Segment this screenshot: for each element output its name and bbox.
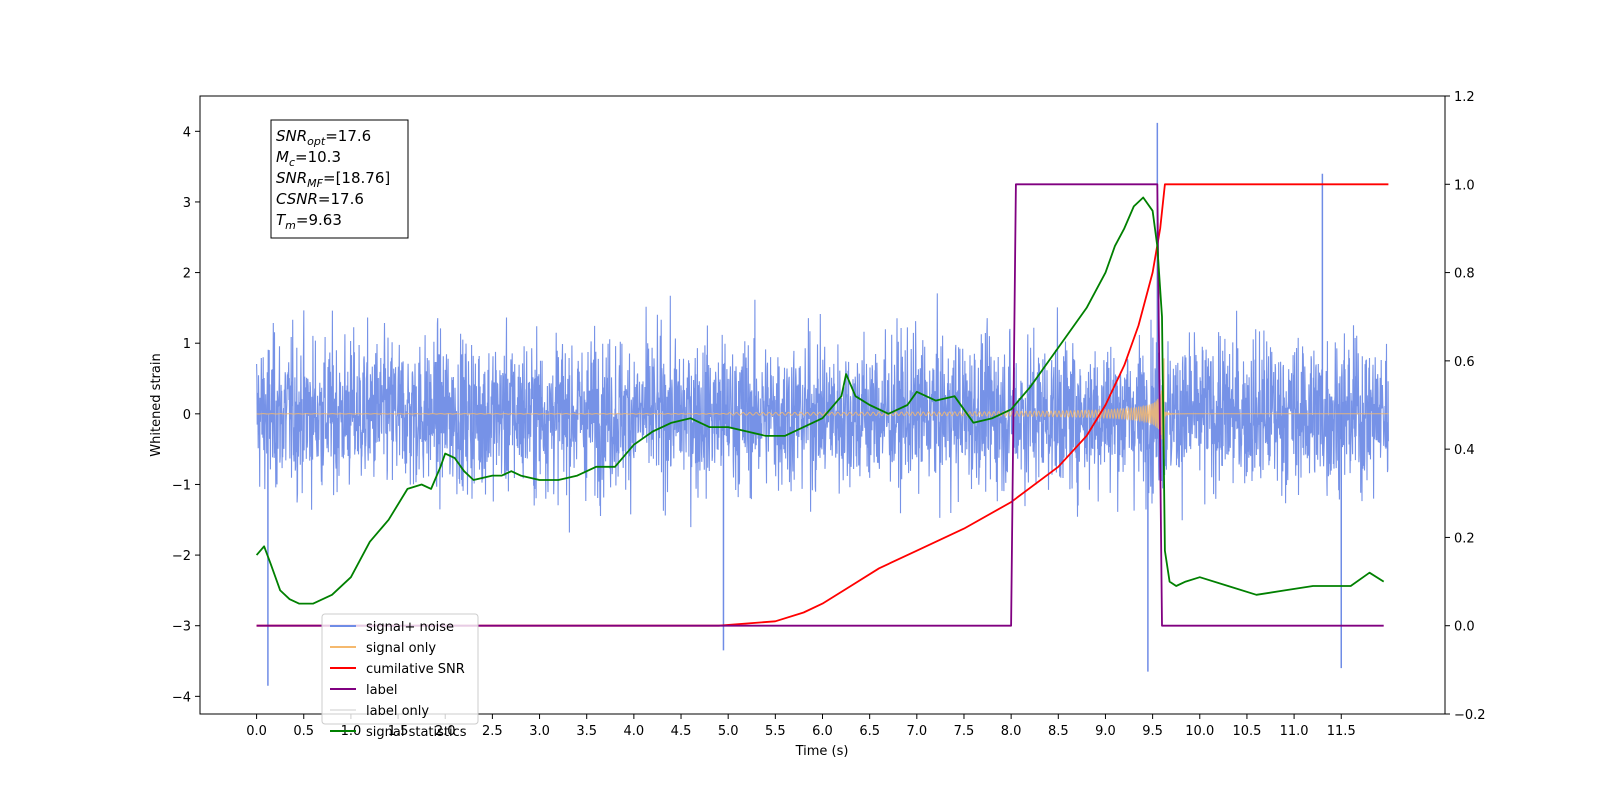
y-right-tick-label: 0.0: [1454, 620, 1475, 635]
x-tick-label: 0.0: [246, 724, 267, 739]
y-tick-label: 0: [183, 408, 191, 423]
x-tick-label: 9.0: [1095, 724, 1116, 739]
info-line-symbol: T: [276, 211, 287, 229]
y-right-tick-label: −0.2: [1454, 708, 1486, 723]
info-line-subscript: m: [285, 219, 296, 232]
series-label: [256, 183, 1384, 627]
info-line-symbol: M: [276, 148, 289, 166]
y-tick-label: −1: [172, 478, 191, 493]
x-tick-label: 8.5: [1048, 724, 1069, 739]
y-right-tick-label: 1.2: [1454, 90, 1475, 105]
x-tick-label: 9.5: [1142, 724, 1163, 739]
x-axis-label: Time (s): [795, 744, 849, 759]
x-tick-label: 3.5: [576, 724, 597, 739]
y-axis-left: 4 3 2 1 0 −1 −2 −3 −4: [172, 125, 200, 705]
info-line-value: =[18.76]: [323, 169, 390, 187]
x-tick-label: 3.0: [529, 724, 550, 739]
x-tick-label: 10.5: [1232, 724, 1261, 739]
x-tick-label: 10.0: [1185, 724, 1214, 739]
legend-entry: signal only: [366, 641, 436, 656]
x-tick-label: 0.5: [293, 724, 314, 739]
y-right-tick-label: 0.8: [1454, 267, 1475, 282]
info-box-frame: [270, 119, 409, 239]
y-tick-label: −2: [172, 549, 191, 564]
series-signal-statistics: [255, 196, 1385, 605]
series-layer: [255, 122, 1389, 686]
info-line: SNRopt=17.6: [276, 127, 371, 148]
info-line-symbol: CSNR: [276, 190, 318, 208]
info-line-symbol: SNR: [276, 127, 307, 145]
y-right-tick-label: 1.0: [1454, 178, 1475, 193]
legend-frame: [321, 613, 479, 725]
x-tick-label: 11.0: [1280, 724, 1309, 739]
x-tick-label: 8.0: [1001, 724, 1022, 739]
x-tick-label: 7.0: [906, 724, 927, 739]
info-line: CSNR=17.6: [276, 190, 364, 208]
y-tick-label: 2: [183, 267, 191, 282]
legend-entry: label only: [366, 704, 429, 719]
x-tick-label: 5.5: [765, 724, 786, 739]
y-axis-label: Whitened strain: [149, 353, 164, 456]
plot-area: [255, 122, 1389, 686]
y-axis-right: 1.2 1.0 0.8 0.6 0.4 0.2 0.0 −0.2: [1445, 90, 1486, 723]
series-signal-only: [256, 358, 1389, 460]
y-tick-label: −3: [172, 620, 191, 635]
info-line-value: =17.6: [318, 190, 364, 208]
x-axis: 0.0 0.5 1.0 1.5 2.0 2.5 3.0 3.5 4.0 4.5 5.0 5.5 6.0 6…: [246, 714, 1356, 739]
x-tick-label: 1.5: [388, 724, 409, 739]
info-line-value: =9.63: [296, 211, 342, 229]
x-tick-label: 4.0: [624, 724, 645, 739]
info-line-symbol: SNR: [276, 169, 307, 187]
legend-entry: signal+ noise: [366, 620, 454, 635]
y-right-tick-label: 0.2: [1454, 531, 1475, 546]
legend-entry: cumilative SNR: [366, 662, 465, 677]
legend-entry: label: [366, 683, 397, 698]
x-tick-label: 4.5: [671, 724, 692, 739]
info-line: SNRMF=[18.76]: [276, 169, 390, 190]
info-line-subscript: MF: [307, 177, 323, 190]
y-right-tick-label: 0.4: [1454, 443, 1475, 458]
y-tick-label: 3: [183, 196, 191, 211]
info-line-value: =17.6: [325, 127, 371, 145]
x-tick-label: 6.5: [859, 724, 880, 739]
info-line: Tm=9.63: [276, 211, 342, 232]
x-tick-label: 11.5: [1327, 724, 1356, 739]
info-line-subscript: opt: [307, 135, 326, 148]
series-signal-noise: [256, 293, 1389, 533]
series-cumilative-snr: [256, 183, 1389, 627]
legend: signal+ noise signal only cumilative SNR la…: [321, 613, 479, 740]
info-line-subscript: c: [289, 156, 295, 169]
y-right-tick-label: 0.6: [1454, 355, 1475, 370]
legend-entry: signal statistics: [366, 725, 467, 740]
y-tick-label: 4: [183, 125, 191, 140]
x-tick-label: 6.0: [812, 724, 833, 739]
y-tick-label: −4: [172, 690, 191, 705]
x-tick-label: 7.5: [954, 724, 975, 739]
x-tick-label: 2.0: [435, 724, 456, 739]
x-tick-label: 5.0: [718, 724, 739, 739]
info-line: Mc=10.3: [276, 148, 341, 169]
info-line-value: =10.3: [295, 148, 341, 166]
info-annotation-box: SNRopt=17.6Mc=10.3SNRMF=[18.76]CSNR=17.6…: [270, 119, 409, 239]
y-tick-label: 1: [183, 337, 191, 352]
x-tick-label: 2.5: [482, 724, 503, 739]
